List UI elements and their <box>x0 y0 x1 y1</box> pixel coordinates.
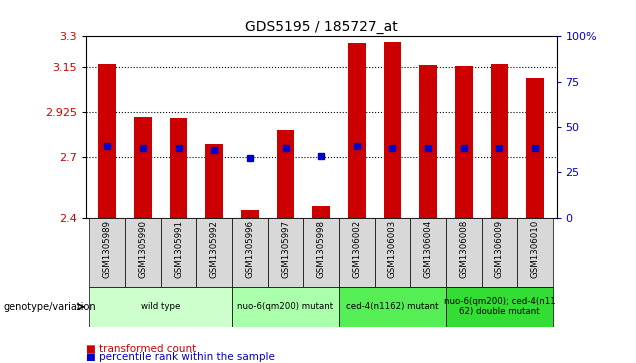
Bar <box>410 218 446 287</box>
Bar <box>490 64 508 218</box>
Text: wild type: wild type <box>141 302 181 311</box>
Bar <box>134 117 152 218</box>
Text: GSM1305989: GSM1305989 <box>103 220 112 278</box>
Text: ■ percentile rank within the sample: ■ percentile rank within the sample <box>86 352 275 362</box>
Bar <box>446 287 553 327</box>
Bar <box>419 65 437 218</box>
Bar <box>241 210 259 218</box>
Text: GSM1306009: GSM1306009 <box>495 220 504 278</box>
Text: GSM1305991: GSM1305991 <box>174 220 183 278</box>
Text: GSM1305990: GSM1305990 <box>139 220 148 278</box>
Text: GSM1305996: GSM1305996 <box>245 220 254 278</box>
Bar <box>90 218 125 287</box>
Text: genotype/variation: genotype/variation <box>3 302 96 312</box>
Bar <box>526 78 544 218</box>
Bar <box>481 218 517 287</box>
Text: GSM1305992: GSM1305992 <box>210 220 219 278</box>
Bar <box>268 218 303 287</box>
Text: GSM1305997: GSM1305997 <box>281 220 290 278</box>
Bar <box>232 287 339 327</box>
Bar <box>312 206 330 218</box>
Text: nuo-6(qm200); ced-4(n11
62) double mutant: nuo-6(qm200); ced-4(n11 62) double mutan… <box>443 297 555 317</box>
Bar <box>197 218 232 287</box>
Text: GSM1306002: GSM1306002 <box>352 220 361 278</box>
Bar <box>125 218 161 287</box>
Text: GSM1305998: GSM1305998 <box>317 220 326 278</box>
Bar <box>99 64 116 218</box>
Bar <box>455 66 473 218</box>
Bar <box>303 218 339 287</box>
Bar <box>348 43 366 218</box>
Bar <box>446 218 481 287</box>
Text: GSM1306010: GSM1306010 <box>530 220 539 278</box>
Bar <box>517 218 553 287</box>
Bar <box>339 287 446 327</box>
Bar <box>170 118 188 218</box>
Bar <box>277 130 294 218</box>
Bar <box>339 218 375 287</box>
Text: GSM1306004: GSM1306004 <box>424 220 432 278</box>
Text: ced-4(n1162) mutant: ced-4(n1162) mutant <box>346 302 439 311</box>
Text: GSM1306008: GSM1306008 <box>459 220 468 278</box>
Bar <box>205 144 223 218</box>
Text: ■ transformed count: ■ transformed count <box>86 344 196 354</box>
Text: nuo-6(qm200) mutant: nuo-6(qm200) mutant <box>237 302 334 311</box>
Bar <box>375 218 410 287</box>
Bar <box>161 218 197 287</box>
Text: GSM1306003: GSM1306003 <box>388 220 397 278</box>
Bar <box>384 42 401 218</box>
Title: GDS5195 / 185727_at: GDS5195 / 185727_at <box>245 20 398 34</box>
Bar <box>232 218 268 287</box>
Bar <box>90 287 232 327</box>
